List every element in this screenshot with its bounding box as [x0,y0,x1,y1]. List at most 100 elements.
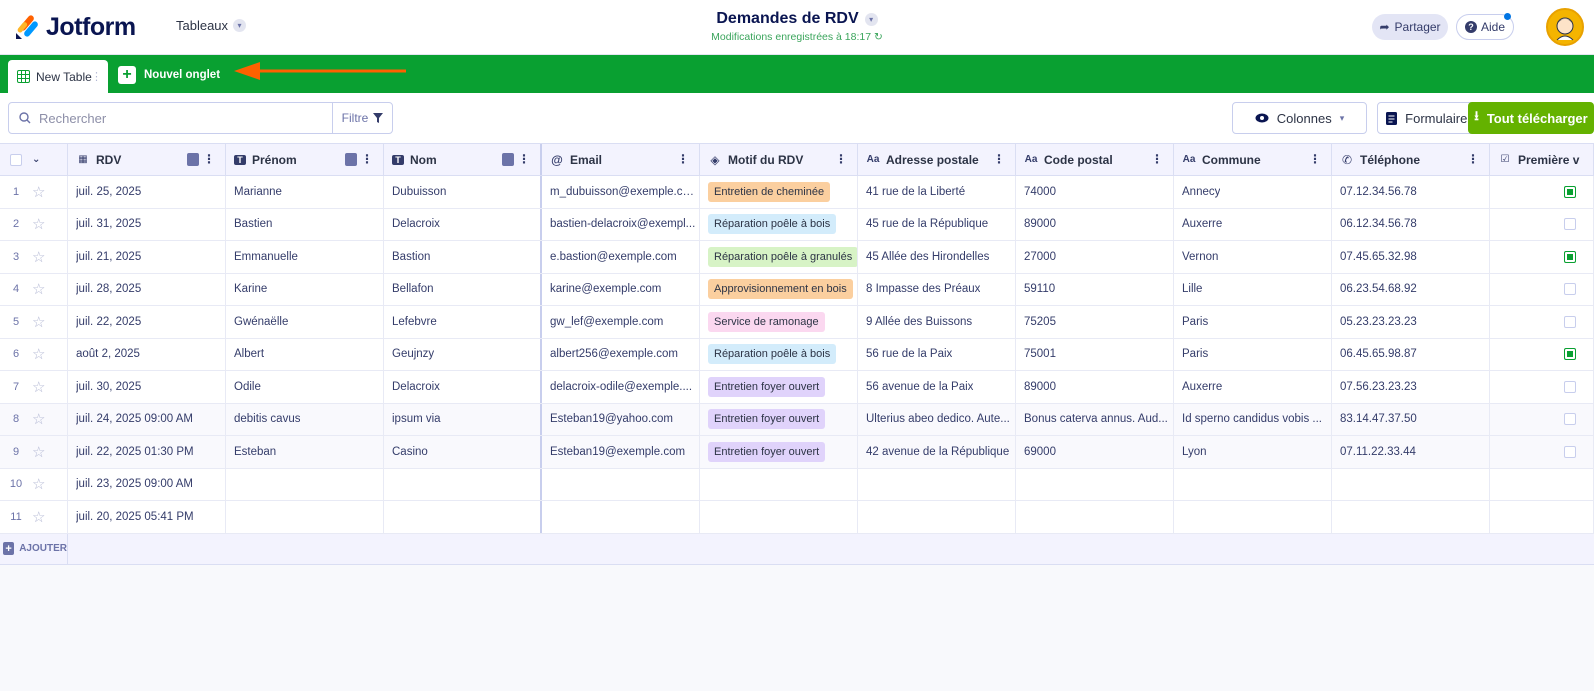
cell-cp[interactable]: 75001 [1016,338,1174,370]
help-button[interactable]: ? Aide [1456,13,1514,40]
cell-cp[interactable]: 69000 [1016,436,1174,468]
column-options-icon[interactable]: ⋮ [1467,152,1479,166]
star-icon[interactable]: ☆ [32,508,46,526]
cell-motif[interactable] [700,501,858,533]
cell-motif[interactable]: Entretien foyer ouvert [700,371,858,403]
premiere-checkbox[interactable] [1564,348,1576,361]
table-row[interactable]: 2 ☆ juil. 31, 2025 Bastien Delacroix bastien-… [0,208,1594,241]
cell-tel[interactable]: 07.11.22.33.44 [1332,436,1490,468]
cell-premiere[interactable] [1490,436,1594,468]
star-icon[interactable]: ☆ [32,378,46,396]
cell-premiere[interactable] [1490,208,1594,240]
cell-prenom[interactable]: Karine [226,273,384,305]
cell-motif[interactable]: Entretien de cheminée [700,176,858,208]
filter-button[interactable]: Filtre [332,103,392,133]
cell-rdv[interactable]: juil. 28, 2025 [68,273,226,305]
star-icon[interactable]: ☆ [32,183,46,201]
cell-motif[interactable]: Réparation poêle à bois [700,208,858,240]
cell-commune[interactable]: Paris [1174,338,1332,370]
star-icon[interactable]: ☆ [32,216,46,234]
cell-prenom[interactable]: Marianne [226,176,384,208]
cell-cp[interactable]: Bonus caterva annus. Aud... [1016,403,1174,435]
cell-cp[interactable] [1016,468,1174,500]
cell-motif[interactable]: Réparation poêle à granulés [700,241,858,273]
cell-email[interactable]: bastien-delacroix@exempl... [542,208,700,240]
cell-cp[interactable] [1016,501,1174,533]
cell-cp[interactable]: 27000 [1016,241,1174,273]
tab-options-icon[interactable]: ⋮ [91,71,102,83]
cell-prenom[interactable]: Gwénaëlle [226,306,384,338]
cell-rdv[interactable]: juil. 25, 2025 [68,176,226,208]
table-row[interactable]: 6 ☆ août 2, 2025 Albert Geujnzy albert256@exe… [0,338,1594,371]
cell-motif[interactable]: Approvisionnement en bois [700,273,858,305]
cell-premiere[interactable] [1490,371,1594,403]
cell-commune[interactable]: Annecy [1174,176,1332,208]
premiere-checkbox[interactable] [1564,250,1576,263]
cell-adresse[interactable]: 8 Impasse des Préaux [858,273,1016,305]
cell-motif[interactable]: Entretien foyer ouvert [700,436,858,468]
cell-adresse[interactable]: 45 rue de la République [858,208,1016,240]
cell-email[interactable]: karine@exemple.com [542,273,700,305]
cell-commune[interactable]: Auxerre [1174,371,1332,403]
cell-tel[interactable]: 06.12.34.56.78 [1332,208,1490,240]
cell-adresse[interactable]: 41 rue de la Liberté [858,176,1016,208]
cell-commune[interactable]: Paris [1174,306,1332,338]
cell-commune[interactable] [1174,468,1332,500]
cell-prenom[interactable]: Odile [226,371,384,403]
premiere-checkbox[interactable] [1564,218,1576,231]
cell-prenom[interactable]: Esteban [226,436,384,468]
column-header-motif[interactable]: ◈ Motif du RDV ⋮ [700,144,858,175]
star-icon[interactable]: ☆ [32,248,46,266]
cell-rdv[interactable]: juil. 21, 2025 [68,241,226,273]
premiere-checkbox[interactable] [1564,185,1576,198]
cell-adresse[interactable]: Ulterius abeo dedico. Aute... [858,403,1016,435]
star-icon[interactable]: ☆ [32,281,46,299]
download-all-button[interactable]: ⭳ Tout télécharger [1468,102,1594,134]
cell-tel[interactable] [1332,468,1490,500]
column-options-icon[interactable]: ⋮ [835,152,847,166]
cell-prenom[interactable]: Bastien [226,208,384,240]
cell-tel[interactable] [1332,501,1490,533]
cell-premiere[interactable] [1490,176,1594,208]
cell-cp[interactable]: 75205 [1016,306,1174,338]
cell-tel[interactable]: 07.45.65.32.98 [1332,241,1490,273]
column-header-email[interactable]: @ Email ⋮ [542,144,700,175]
column-header-prenom[interactable]: T Prénom ⋮ [226,144,384,175]
premiere-checkbox[interactable] [1564,413,1576,426]
column-options-icon[interactable]: ⋮ [677,152,689,166]
cell-adresse[interactable]: 45 Allée des Hirondelles [858,241,1016,273]
cell-commune[interactable] [1174,501,1332,533]
table-row[interactable]: 9 ☆ juil. 22, 2025 01:30 PM Esteban Casino Es… [0,436,1594,469]
column-options-icon[interactable]: ⋮ [1309,152,1321,166]
cell-prenom[interactable]: Emmanuelle [226,241,384,273]
cell-tel[interactable]: 83.14.47.37.50 [1332,403,1490,435]
cell-commune[interactable]: Id sperno candidus vobis ... [1174,403,1332,435]
cell-premiere[interactable] [1490,501,1594,533]
star-icon[interactable]: ☆ [32,346,46,364]
cell-email[interactable] [542,501,700,533]
column-header-telephone[interactable]: ✆ Téléphone ⋮ [1332,144,1490,175]
select-all-checkbox[interactable] [10,153,22,166]
cell-rdv[interactable]: juil. 20, 2025 05:41 PM [68,501,226,533]
cell-commune[interactable]: Vernon [1174,241,1332,273]
cell-cp[interactable]: 89000 [1016,371,1174,403]
table-row[interactable]: 8 ☆ juil. 24, 2025 09:00 AM debitis cavus ip… [0,403,1594,436]
cell-adresse[interactable] [858,468,1016,500]
cell-commune[interactable]: Lille [1174,273,1332,305]
column-options-icon[interactable]: ⋮ [1151,152,1163,166]
cell-prenom[interactable] [226,468,384,500]
new-tab-button[interactable]: + Nouvel onglet [118,65,220,85]
search-input[interactable]: Rechercher [9,103,332,133]
cell-motif[interactable]: Entretien foyer ouvert [700,403,858,435]
cell-nom[interactable]: Geujnzy [384,338,542,370]
cell-tel[interactable]: 06.45.65.98.87 [1332,338,1490,370]
star-icon[interactable]: ☆ [32,313,46,331]
premiere-checkbox[interactable] [1564,380,1576,393]
cell-rdv[interactable]: juil. 24, 2025 09:00 AM [68,403,226,435]
table-row[interactable]: 3 ☆ juil. 21, 2025 Emmanuelle Bastion e.basti… [0,241,1594,274]
cell-email[interactable]: m_dubuisson@exemple.com [542,176,700,208]
cell-premiere[interactable] [1490,338,1594,370]
cell-email[interactable] [542,468,700,500]
cell-email[interactable]: delacroix-odile@exemple.... [542,371,700,403]
cell-tel[interactable]: 06.23.54.68.92 [1332,273,1490,305]
